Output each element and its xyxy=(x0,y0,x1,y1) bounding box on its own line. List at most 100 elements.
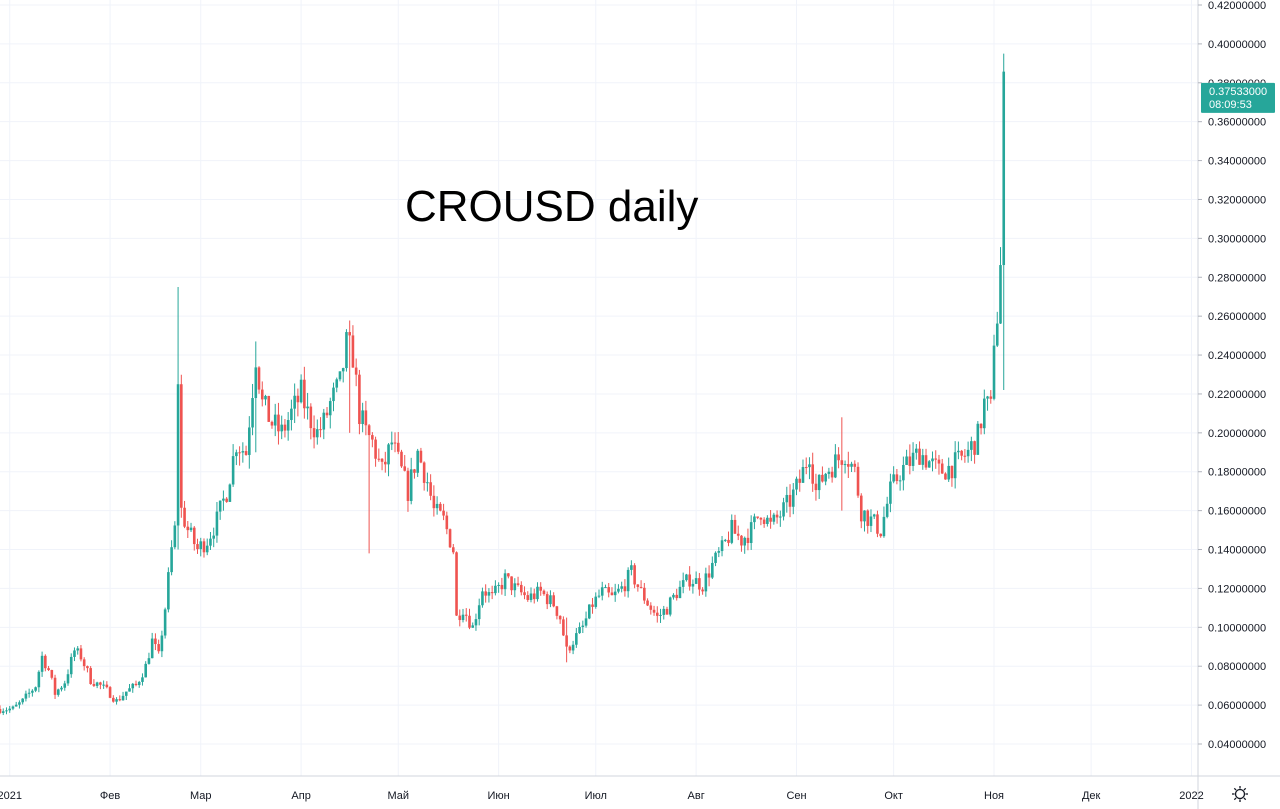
candle-body xyxy=(261,390,264,400)
price-tick-label: 0.10000000 xyxy=(1208,622,1266,634)
candles[interactable] xyxy=(0,54,1005,715)
candle xyxy=(737,526,740,540)
candle-body xyxy=(850,464,853,467)
candle-body xyxy=(585,618,588,625)
candle xyxy=(711,556,714,579)
candle-body xyxy=(520,585,523,592)
price-axis[interactable]: 0.04000000 0.06000000 0.08000000 0.10000000… xyxy=(1198,0,1266,809)
candle xyxy=(899,475,902,490)
candle-body xyxy=(154,639,157,645)
candle-body xyxy=(562,619,565,635)
candle xyxy=(60,686,63,691)
candle xyxy=(821,466,824,482)
candle-body xyxy=(478,605,481,619)
candle-body xyxy=(183,508,186,527)
candle xyxy=(93,679,96,687)
candle-body xyxy=(896,474,899,481)
candle xyxy=(54,675,57,699)
candle xyxy=(769,510,772,529)
candle xyxy=(290,400,293,431)
candle xyxy=(199,538,202,557)
candle xyxy=(565,618,568,663)
candle-body xyxy=(798,479,801,483)
candle xyxy=(996,312,999,347)
candle-body xyxy=(844,464,847,465)
candle-body xyxy=(650,605,653,609)
candle xyxy=(128,684,131,692)
candle xyxy=(808,457,811,479)
candle-body xyxy=(31,691,34,693)
candle xyxy=(407,468,410,512)
candle xyxy=(607,583,610,597)
candle-body xyxy=(785,495,788,502)
candle xyxy=(552,592,555,607)
candle xyxy=(394,432,397,452)
candle xyxy=(705,568,708,597)
candle xyxy=(475,614,478,631)
candle xyxy=(675,589,678,601)
candle xyxy=(556,606,559,619)
last-price-value: 0.37533000 xyxy=(1209,86,1267,98)
candle xyxy=(520,581,523,595)
price-tick-label: 0.22000000 xyxy=(1208,389,1266,401)
candle xyxy=(193,526,196,551)
candle xyxy=(342,368,345,383)
candle xyxy=(879,533,882,537)
candle xyxy=(915,444,918,460)
candle-body xyxy=(497,585,500,586)
candle xyxy=(99,682,102,689)
candle-body xyxy=(701,590,704,592)
candle-body xyxy=(760,518,763,520)
candle xyxy=(679,581,682,598)
candle xyxy=(51,670,54,680)
time-tick-label: Апр xyxy=(291,790,310,802)
price-tick-label: 0.06000000 xyxy=(1208,700,1266,712)
candle-body xyxy=(293,396,296,409)
candle xyxy=(232,444,235,487)
candle xyxy=(591,598,594,614)
candle xyxy=(964,449,967,463)
candle-body xyxy=(773,515,776,522)
candle-body xyxy=(131,684,134,688)
candle-body xyxy=(148,658,151,664)
candle xyxy=(12,706,15,711)
settings-button[interactable] xyxy=(1232,786,1248,802)
candle-body xyxy=(494,586,497,593)
candle-body xyxy=(818,475,821,490)
candle-body xyxy=(342,368,345,371)
candle-body xyxy=(672,595,675,598)
candle-body xyxy=(1002,72,1005,265)
candle-body xyxy=(245,451,248,455)
candle xyxy=(436,496,439,514)
candle xyxy=(646,598,649,606)
candle-body xyxy=(688,574,691,586)
candle-body xyxy=(569,647,572,651)
candle-body xyxy=(705,573,708,591)
candle-body xyxy=(763,520,766,524)
candle-body xyxy=(559,616,562,619)
candle-body xyxy=(873,514,876,516)
candle-body xyxy=(348,332,351,335)
candle xyxy=(144,661,147,677)
candle xyxy=(902,457,905,491)
price-tick-label: 0.04000000 xyxy=(1208,739,1266,751)
candle-body xyxy=(695,578,698,584)
candle xyxy=(112,695,115,703)
candle-body xyxy=(5,710,8,711)
candle-body xyxy=(378,459,381,460)
candle xyxy=(423,461,426,490)
candle xyxy=(34,687,37,693)
candle xyxy=(501,578,504,595)
candle xyxy=(624,579,627,597)
candle-body xyxy=(769,518,772,522)
candle xyxy=(559,615,562,624)
candle xyxy=(585,612,588,628)
candle-body xyxy=(303,380,306,409)
candle xyxy=(682,573,685,594)
candle-body xyxy=(899,480,902,481)
candle-body xyxy=(70,657,73,674)
time-axis[interactable]: 2021 Фев Мар Апр Май Июн Июл Авг Сен Окт Ноя Дек 202… xyxy=(0,776,1280,802)
candle xyxy=(196,539,199,554)
candle xyxy=(21,698,24,704)
